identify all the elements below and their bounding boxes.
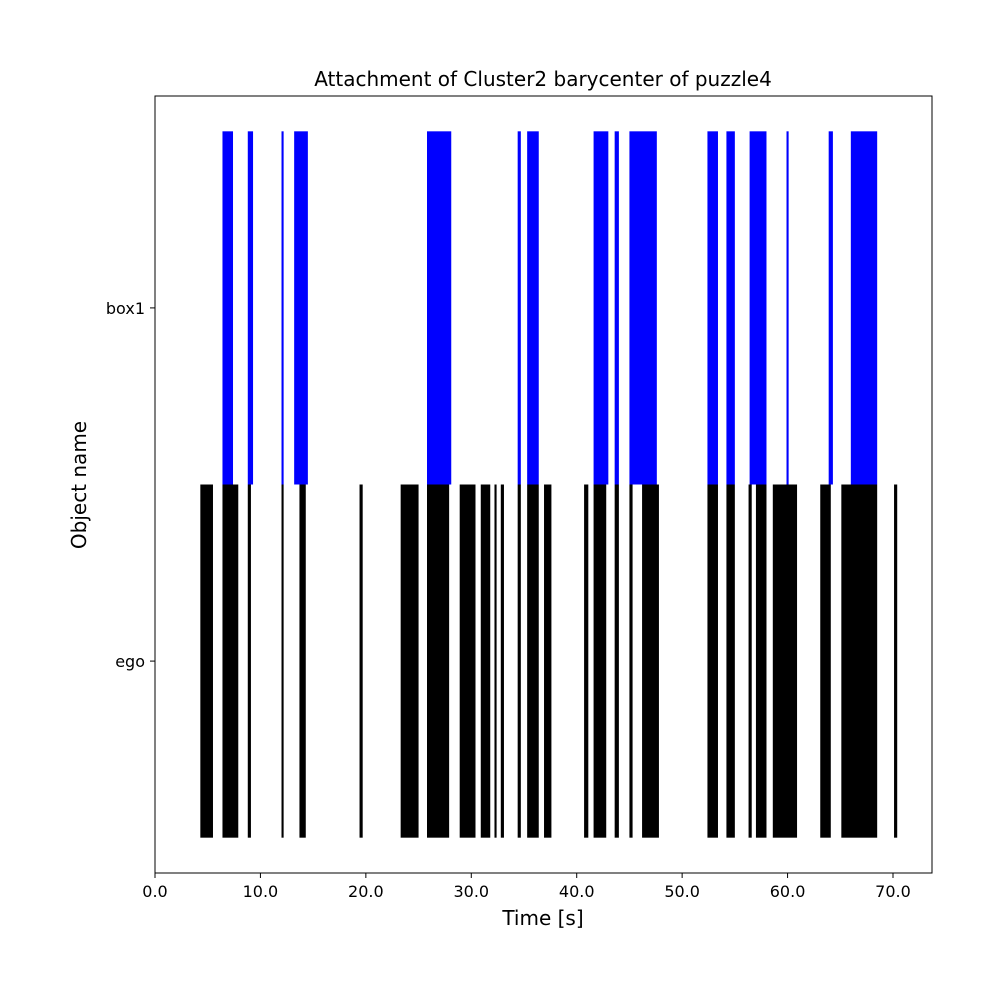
box1-interval-bar [629, 131, 657, 485]
ego-interval-bar [820, 484, 831, 838]
ego-interval-bar [299, 484, 306, 838]
y-tick-label-box1: box1 [106, 299, 145, 318]
plot-frame [154, 95, 933, 874]
ego-interval-bar [459, 484, 476, 838]
ego-interval-bar [642, 484, 659, 838]
ego-interval-bar [222, 484, 239, 838]
box1-interval-bar [828, 131, 833, 485]
ego-interval-bar [726, 484, 735, 838]
bars-layer [200, 131, 898, 838]
box1-interval-bar [707, 131, 718, 485]
ego-interval-bar [480, 484, 491, 838]
ego-interval-bar [894, 484, 898, 838]
ego-interval-bar [841, 484, 878, 838]
x-tick-label: 20.0 [348, 882, 384, 901]
y-axis-label: Object name [67, 421, 91, 549]
ego-interval-bar [748, 484, 752, 838]
box1-interval-bar [749, 131, 767, 485]
box1-interval-bar [726, 131, 735, 485]
box1-interval-bar [281, 131, 284, 485]
x-tick-label: 50.0 [664, 882, 700, 901]
ego-interval-bar [517, 484, 521, 838]
x-axis-ticks: 0.0 10.0 20.0 30.0 40.0 50.0 60.0 70.0 [142, 873, 911, 901]
y-tick-label-ego: ego [115, 652, 145, 671]
ego-interval-bar [527, 484, 539, 838]
chart-title: Attachment of Cluster2 barycenter of puz… [314, 67, 772, 91]
ego-interval-bar [772, 484, 798, 838]
box1-interval-bar [527, 131, 539, 485]
box1-interval-bar [222, 131, 234, 485]
box1-interval-bar [593, 131, 609, 485]
x-tick-label: 10.0 [243, 882, 279, 901]
box1-interval-bar [247, 131, 254, 485]
ego-interval-bar [707, 484, 718, 838]
box1-interval-bar [294, 131, 308, 485]
y-axis-ticks: ego box1 [106, 299, 155, 671]
box1-interval-bar [786, 131, 789, 485]
x-tick-label: 0.0 [142, 882, 167, 901]
box1-interval-bar [427, 131, 452, 485]
ego-interval-bar [359, 484, 363, 838]
ego-interval-bar [500, 484, 504, 838]
ego-interval-bar [629, 484, 633, 838]
ego-interval-bar [494, 484, 497, 838]
x-tick-label: 40.0 [559, 882, 595, 901]
x-tick-label: 30.0 [453, 882, 489, 901]
ego-interval-bar [584, 484, 589, 838]
ego-interval-bar [755, 484, 767, 838]
box1-interval-bar [614, 131, 619, 485]
ego-interval-bar [614, 484, 619, 838]
ego-interval-bar [247, 484, 251, 838]
ego-interval-bar [200, 484, 213, 838]
box1-interval-bar [850, 131, 878, 485]
ego-interval-bar [281, 484, 284, 838]
ego-interval-bar [544, 484, 552, 838]
x-axis-label: Time [s] [501, 906, 583, 930]
ego-interval-bar [427, 484, 450, 838]
x-tick-label: 70.0 [875, 882, 911, 901]
box1-interval-bar [517, 131, 521, 485]
x-tick-label: 60.0 [770, 882, 806, 901]
ego-interval-bar [400, 484, 419, 838]
ego-interval-bar [593, 484, 607, 838]
